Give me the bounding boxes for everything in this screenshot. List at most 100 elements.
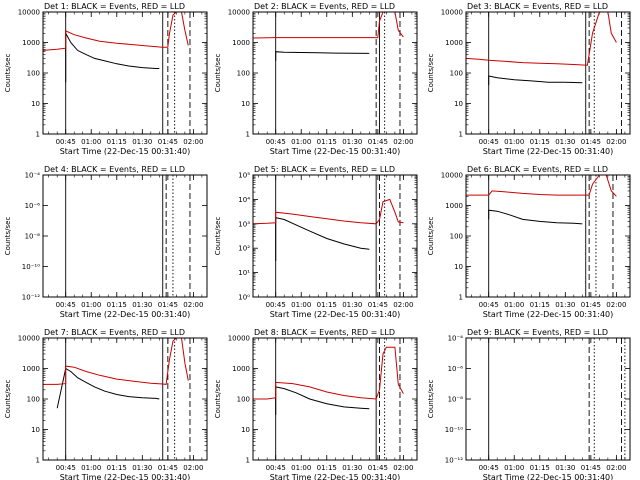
x-tick-label: 00:45 — [266, 138, 286, 146]
y-tick-label: 10⁻¹² — [22, 294, 40, 302]
series-line-events — [488, 209, 583, 225]
x-tick-label: 01:45 — [368, 464, 388, 472]
x-tick-label: 01:45 — [158, 138, 178, 146]
x-tick-label: 02:00 — [183, 301, 203, 309]
plot-area — [65, 175, 191, 297]
x-axis-label: Start Time (22-Dec-15 00:31:40) — [60, 473, 191, 480]
y-tick-label: 10² — [238, 245, 250, 253]
y-axis-label: Counts/sec — [427, 380, 435, 419]
chart-title: Det 1: BLACK = Events, RED = LLD — [44, 2, 185, 11]
plot-frame — [42, 11, 208, 135]
series-line-events — [275, 51, 370, 61]
y-tick-label: 100 — [450, 233, 463, 241]
detector-panel-7: Det 7: BLACK = Events, RED = LLD Counts/s… — [4, 328, 208, 480]
y-tick-label: 1000 — [22, 39, 40, 47]
plot-frame — [252, 337, 418, 461]
y-tick-label: 1 — [36, 131, 40, 139]
plot-area — [253, 12, 404, 134]
detector-panel-5: Det 5: BLACK = Events, RED = LLD Counts/s… — [214, 165, 418, 319]
chart-title: Det 6: BLACK = Events, RED = LLD — [467, 165, 608, 174]
detector-panel-8: Det 8: BLACK = Events, RED = LLD Counts/s… — [214, 328, 418, 480]
plot-area — [488, 338, 626, 460]
x-tick-label: 01:30 — [132, 138, 152, 146]
x-tick-label: 02:00 — [393, 301, 413, 309]
x-tick-label: 01:15 — [530, 138, 550, 146]
x-tick-label: 01:15 — [107, 464, 127, 472]
x-tick-label: 01:00 — [81, 301, 101, 309]
y-tick-label: 1000 — [232, 39, 250, 47]
x-axis-label: Start Time (22-Dec-15 00:31:40) — [60, 147, 191, 156]
x-axis-label: Start Time (22-Dec-15 00:31:40) — [270, 310, 401, 319]
x-tick-label: 02:00 — [183, 138, 203, 146]
y-axis-label: Counts/sec — [4, 217, 12, 256]
detector-panel-2: Det 2: BLACK = Events, RED = LLD Counts/s… — [214, 2, 418, 156]
y-tick-label: 10000 — [18, 335, 40, 343]
x-tick-label: 02:00 — [183, 464, 203, 472]
y-axis-label: Counts/sec — [4, 54, 12, 93]
series-line-events — [275, 216, 370, 261]
x-tick-label: 01:00 — [504, 301, 524, 309]
plot-frame — [465, 174, 631, 298]
y-tick-label: 1 — [246, 131, 250, 139]
y-tick-label: 100 — [237, 396, 250, 404]
series-line-lld — [466, 12, 617, 66]
y-axis-label: Counts/sec — [214, 54, 222, 93]
x-tick-label: 02:00 — [393, 464, 413, 472]
x-axis-label: Start Time (22-Dec-15 00:31:40) — [270, 473, 401, 480]
x-tick-label: 00:45 — [56, 464, 76, 472]
y-tick-label: 10⁻¹⁰ — [445, 426, 463, 434]
x-tick-label: 01:15 — [107, 138, 127, 146]
y-tick-label: 10⁴ — [238, 196, 250, 204]
y-tick-label: 10⁻⁶ — [25, 202, 41, 210]
x-tick-label: 00:45 — [479, 301, 499, 309]
x-tick-label: 01:45 — [368, 138, 388, 146]
x-tick-label: 01:45 — [158, 301, 178, 309]
x-tick-label: 01:15 — [317, 138, 337, 146]
x-tick-label: 01:00 — [81, 464, 101, 472]
x-tick-label: 02:00 — [393, 138, 413, 146]
x-axis-label: Start Time (22-Dec-15 00:31:40) — [483, 147, 614, 156]
y-tick-label: 1 — [246, 457, 250, 465]
y-tick-label: 10000 — [441, 172, 463, 180]
y-axis-label: Counts/sec — [427, 217, 435, 256]
x-tick-label: 01:00 — [291, 138, 311, 146]
y-tick-label: 100 — [27, 70, 40, 78]
chart-title: Det 9: BLACK = Events, RED = LLD — [467, 328, 608, 337]
x-tick-label: 01:30 — [132, 464, 152, 472]
y-tick-label: 10⁻¹⁰ — [22, 263, 40, 271]
x-tick-label: 01:30 — [555, 301, 575, 309]
y-tick-label: 10000 — [18, 9, 40, 17]
x-tick-label: 01:30 — [342, 301, 362, 309]
plot-area — [43, 338, 191, 460]
x-tick-label: 01:45 — [368, 301, 388, 309]
y-axis-label: Counts/sec — [214, 380, 222, 419]
y-tick-label: 1 — [459, 131, 463, 139]
chart-title: Det 4: BLACK = Events, RED = LLD — [44, 165, 185, 174]
x-tick-label: 01:00 — [291, 301, 311, 309]
x-tick-label: 01:15 — [107, 301, 127, 309]
y-tick-label: 10 — [241, 100, 250, 108]
y-tick-label: 10 — [241, 426, 250, 434]
chart-title: Det 7: BLACK = Events, RED = LLD — [44, 328, 185, 337]
y-tick-label: 10⁻⁸ — [25, 233, 41, 241]
x-tick-label: 00:45 — [56, 301, 76, 309]
x-tick-label: 01:15 — [317, 301, 337, 309]
detector-panel-4: Det 4: BLACK = Events, RED = LLD Counts/s… — [4, 165, 208, 319]
x-axis-label: Start Time (22-Dec-15 00:31:40) — [60, 310, 191, 319]
y-tick-label: 1 — [459, 294, 463, 302]
x-tick-label: 01:00 — [504, 138, 524, 146]
y-tick-label: 10⁻⁴ — [448, 335, 464, 343]
y-tick-label: 10³ — [238, 220, 250, 228]
plot-area — [466, 12, 622, 134]
series-line-lld — [466, 175, 617, 197]
x-tick-label: 01:00 — [291, 464, 311, 472]
series-line-lld — [253, 12, 404, 39]
x-tick-label: 01:30 — [342, 138, 362, 146]
x-tick-label: 01:45 — [581, 301, 601, 309]
x-tick-label: 01:45 — [158, 464, 178, 472]
series-line-lld — [43, 12, 189, 51]
chart-title: Det 2: BLACK = Events, RED = LLD — [254, 2, 395, 11]
x-tick-label: 00:45 — [266, 301, 286, 309]
x-tick-label: 01:00 — [81, 138, 101, 146]
x-tick-label: 01:30 — [342, 464, 362, 472]
